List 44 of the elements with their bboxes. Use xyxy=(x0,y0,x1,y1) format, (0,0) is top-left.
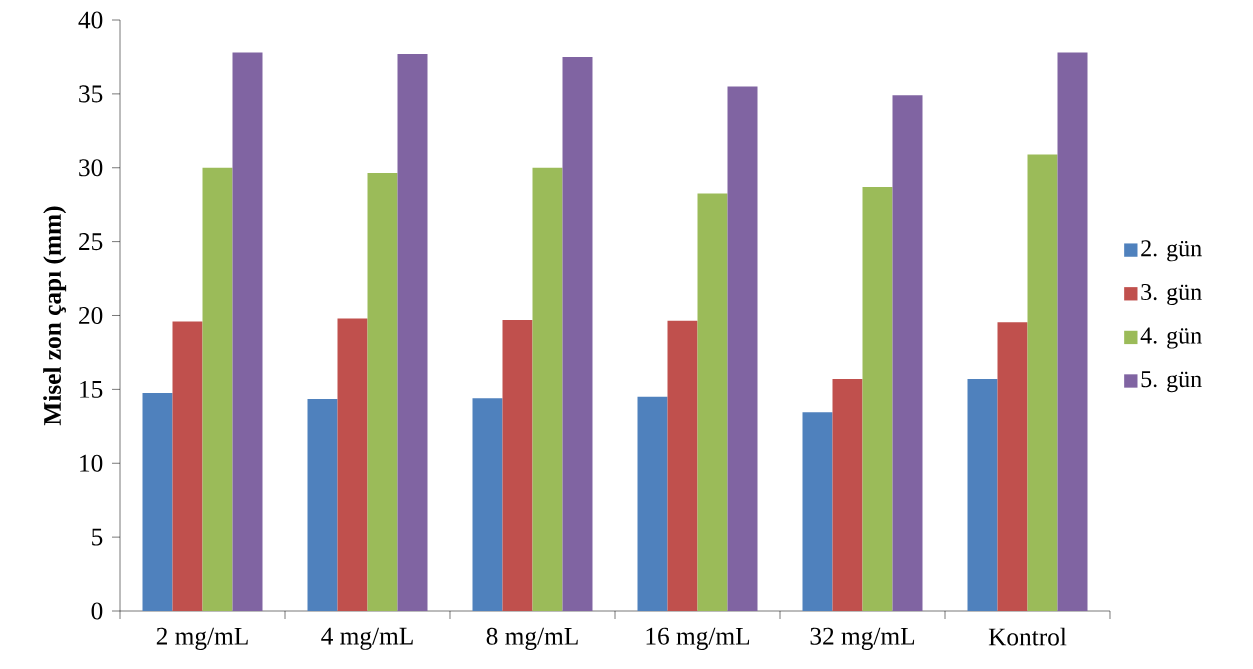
y-tick-label: 0 xyxy=(91,602,103,620)
bar xyxy=(562,56,593,611)
bar xyxy=(727,86,758,611)
bar xyxy=(967,379,998,611)
y-tick-label: 25 xyxy=(79,233,103,251)
bar xyxy=(832,379,863,611)
legend-label: 5. gün xyxy=(1141,371,1202,393)
bar xyxy=(862,186,893,611)
bar xyxy=(472,398,503,611)
bar xyxy=(802,412,833,611)
x-tick-label: 8 mg/mL xyxy=(486,627,578,651)
bar xyxy=(397,53,428,611)
bar xyxy=(202,167,233,611)
bar xyxy=(502,319,533,611)
legend-label: 2. gün xyxy=(1141,240,1202,262)
legend-label: 3. gün xyxy=(1141,283,1202,306)
bar xyxy=(367,172,398,611)
bar xyxy=(1027,154,1058,611)
x-tick-label: 4 mg/mL xyxy=(321,627,413,650)
y-tick-label: 35 xyxy=(79,85,103,103)
x-tick-label: 32 mg/mL xyxy=(810,627,915,650)
x-tick-label: 16 mg/mL xyxy=(646,627,750,650)
y-axis-title: Misel zon çapı (mm) xyxy=(43,206,67,426)
bar xyxy=(532,167,563,611)
y-tick-label: 15 xyxy=(80,380,103,398)
bar xyxy=(232,52,263,611)
y-tick-label: 10 xyxy=(80,454,103,472)
bar xyxy=(637,396,668,611)
y-tick-label: 5 xyxy=(92,528,103,546)
bar xyxy=(172,321,203,611)
bar xyxy=(997,322,1028,611)
x-tick-label: 2 mg/mL xyxy=(156,627,248,650)
bar xyxy=(142,393,173,611)
x-tick-label: Kontrol xyxy=(988,627,1067,646)
y-tick-label: 30 xyxy=(79,159,103,177)
bar xyxy=(337,318,368,611)
y-tick-label: 40 xyxy=(78,11,103,29)
bar xyxy=(307,398,338,611)
bar xyxy=(1057,52,1088,611)
bar xyxy=(667,320,698,611)
legend-label: 4. gün xyxy=(1140,327,1202,349)
y-tick-label: 20 xyxy=(79,306,103,325)
bar xyxy=(892,95,923,611)
bar xyxy=(697,193,728,611)
